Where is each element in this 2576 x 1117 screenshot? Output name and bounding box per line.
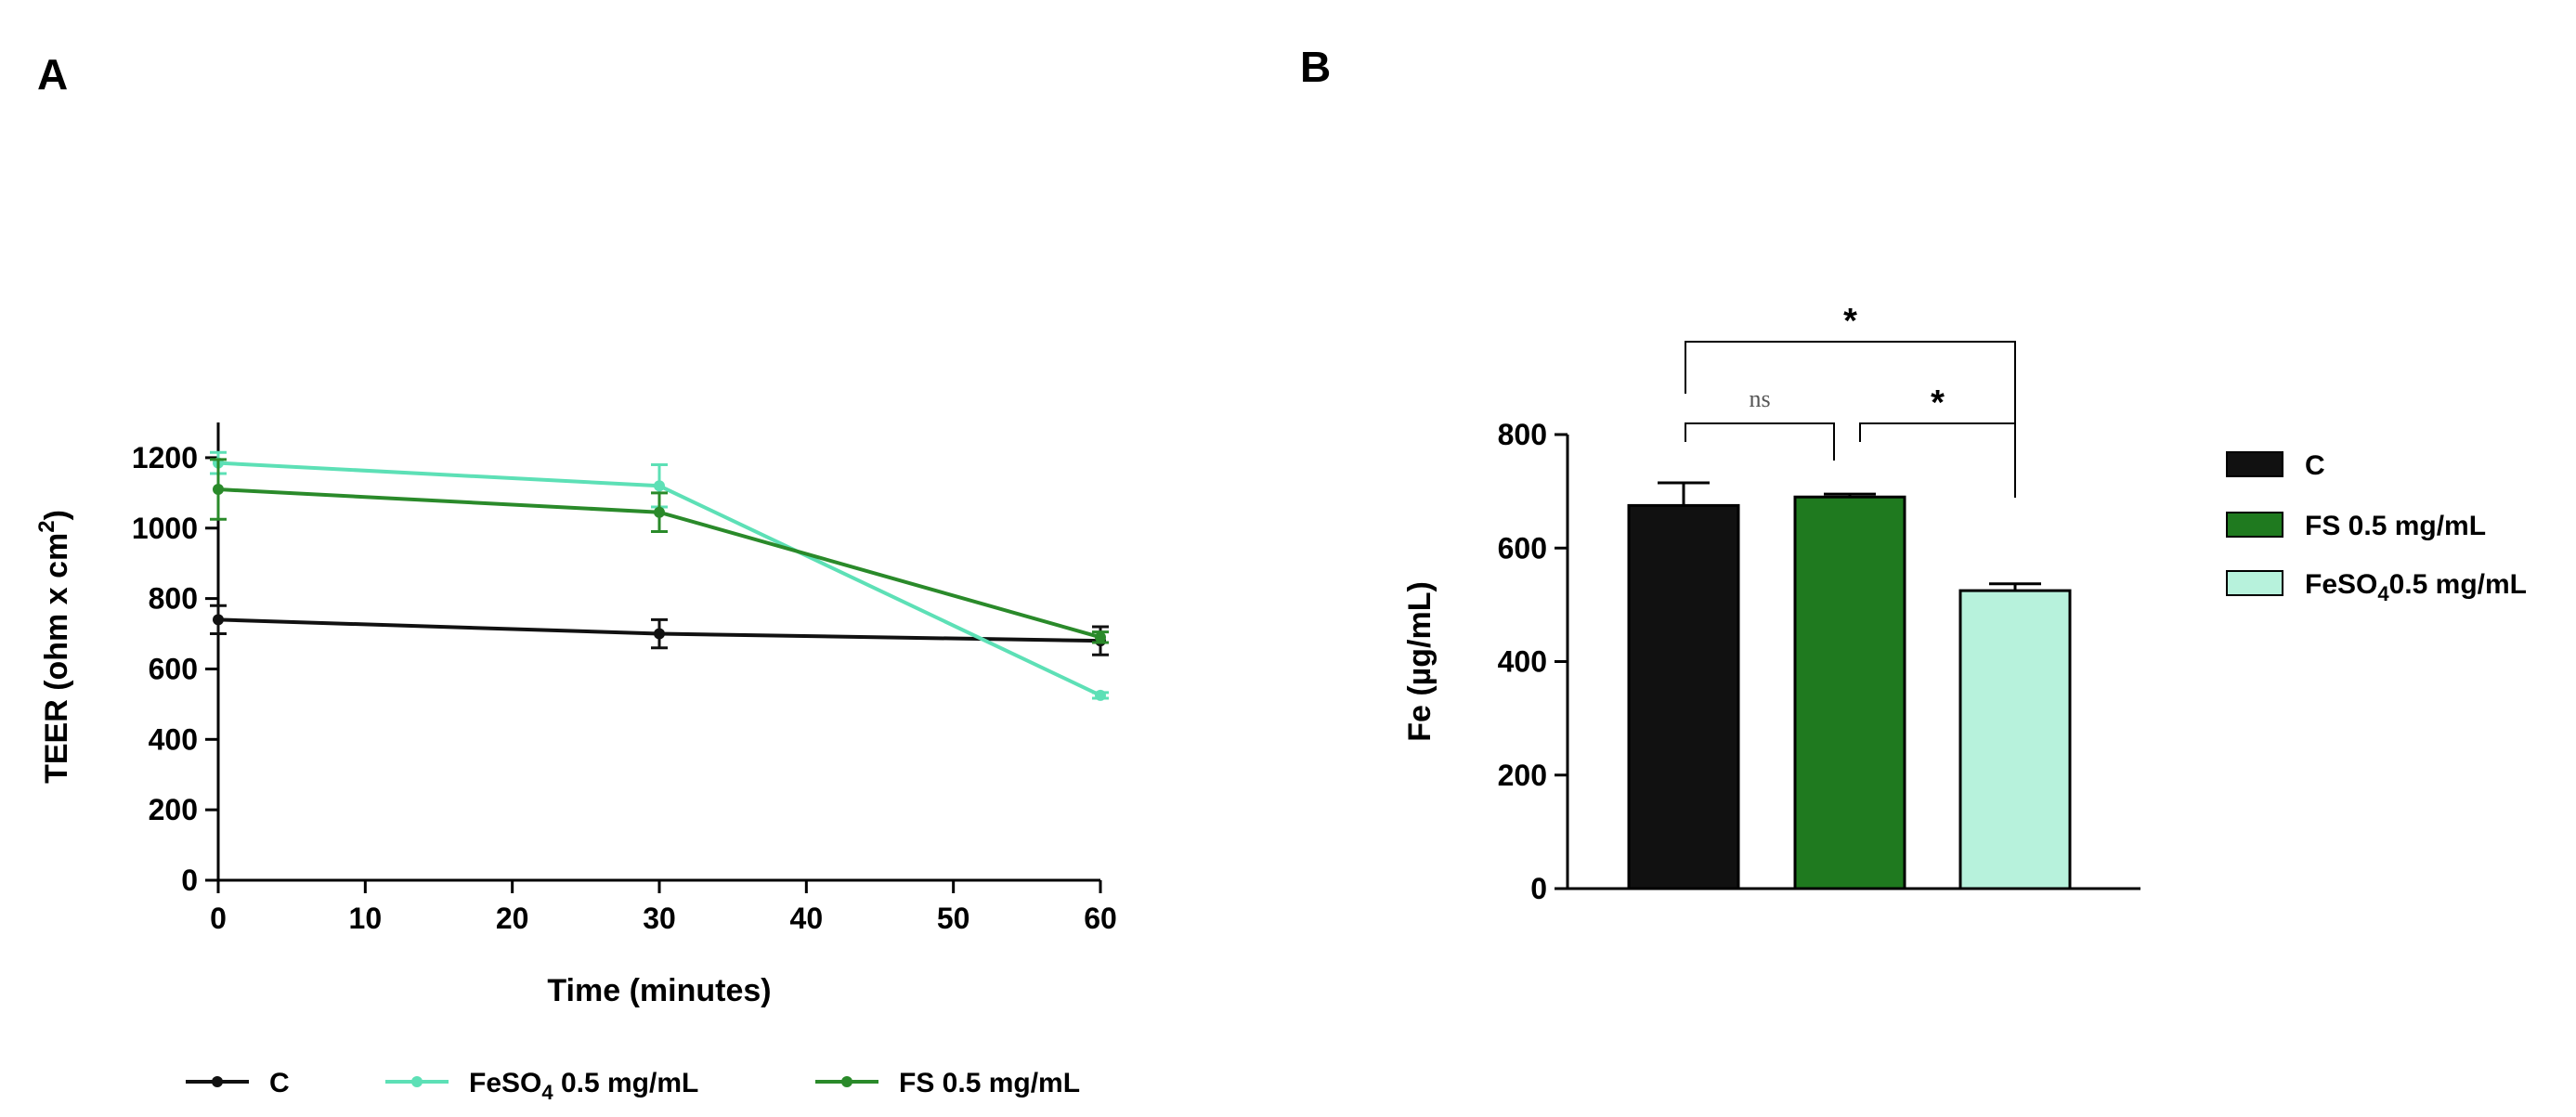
data-point-C	[213, 614, 224, 626]
y-tick-label: 600	[149, 652, 198, 685]
legend-label-main: FeSO	[469, 1068, 541, 1098]
legend-label-FeSO4: FeSO40.5 mg/mL	[2305, 569, 2527, 605]
significance-label: ns	[1749, 385, 1770, 412]
legend-label-rest: 0.5 mg/mL	[2389, 569, 2527, 600]
y-axis-title: Fe (µg/mL)	[1402, 581, 1438, 742]
legend-label-subscript: 4	[541, 1081, 553, 1104]
data-point-FS	[213, 484, 224, 496]
x-tick-label: 50	[937, 902, 970, 935]
legend-label-rest: 0.5 mg/mL	[553, 1068, 699, 1098]
legend-label-main: FS 0.5 mg/mL	[2305, 511, 2486, 541]
y-tick-label: 200	[1498, 759, 1547, 792]
significance-label: *	[1843, 302, 1857, 341]
significance-bracket	[1685, 422, 1835, 461]
legend-label-subscript: 4	[2377, 582, 2389, 605]
data-point-FeSO4	[1095, 689, 1106, 701]
data-point-C	[654, 628, 665, 640]
data-point-FS	[1095, 631, 1106, 643]
legend-marker-FeSO4	[411, 1076, 423, 1087]
y-tick-label: 400	[149, 722, 198, 756]
legend-label-C: C	[269, 1068, 290, 1098]
significance-bracket	[1685, 341, 2016, 449]
y-tick-label: 0	[1530, 872, 1547, 905]
y-tick-label: 0	[181, 864, 198, 897]
y-tick-label: 1000	[132, 512, 198, 545]
legend-swatch-C	[2226, 451, 2283, 477]
bar-1	[1793, 495, 1906, 890]
panel-label-a: A	[37, 50, 68, 98]
line-chart-teer: 0 200 400 600 800 1000 1200 0 10 20 30 40 50 60 Time (…	[34, 422, 1117, 1104]
y-axis-title-main: TEER (ohm x cm	[39, 533, 74, 784]
y-tick-label: 600	[1498, 531, 1547, 565]
legend-marker-C	[212, 1076, 223, 1087]
data-point-FS	[654, 506, 665, 518]
y-tick-label: 800	[149, 582, 198, 616]
x-tick-label: 60	[1084, 902, 1117, 935]
legend-label-C: C	[2305, 450, 2325, 481]
y-axis-title: TEER (ohm x cm2)	[34, 510, 74, 784]
y-tick-label: 400	[1498, 645, 1547, 679]
bar-chart-fe: 0 200 400 600 800 Fe (µg/mL) ns * * C FS 0.5 mg/mL…	[1402, 302, 2527, 905]
panel-label-b: B	[1300, 43, 1331, 91]
legend-label-FS: FS 0.5 mg/mL	[899, 1068, 1080, 1098]
y-tick-label: 1200	[132, 441, 198, 474]
x-tick-label: 40	[790, 902, 824, 935]
x-tick-label: 30	[643, 902, 676, 935]
legend-label-FS: FS 0.5 mg/mL	[2305, 511, 2486, 541]
x-tick-label: 20	[496, 902, 529, 935]
legend-label-main: FeSO	[2305, 569, 2377, 600]
y-tick-label: 800	[1498, 418, 1547, 451]
bar-0	[1627, 503, 1740, 890]
x-tick-label: 10	[349, 902, 383, 935]
x-tick-label: 0	[210, 902, 227, 935]
legend-label-main: FS 0.5 mg/mL	[899, 1068, 1080, 1098]
legend-label-main: C	[269, 1068, 290, 1098]
legend-swatch-FS	[2226, 512, 2283, 538]
y-axis-title-superscript: 2	[34, 520, 59, 532]
legend-swatch-FeSO4	[2226, 570, 2283, 596]
bar-2	[1958, 589, 2072, 890]
data-point-FeSO4	[654, 480, 665, 492]
x-axis-title: Time (minutes)	[547, 973, 771, 1008]
y-axis-title-close: )	[39, 510, 74, 520]
significance-label: *	[1931, 383, 1945, 422]
legend-label-main: C	[2305, 450, 2325, 481]
significance-bracket	[1859, 422, 2016, 498]
legend-marker-FS	[841, 1076, 852, 1087]
legend-label-FeSO4: FeSO4 0.5 mg/mL	[469, 1068, 698, 1104]
y-tick-label: 200	[149, 793, 198, 826]
